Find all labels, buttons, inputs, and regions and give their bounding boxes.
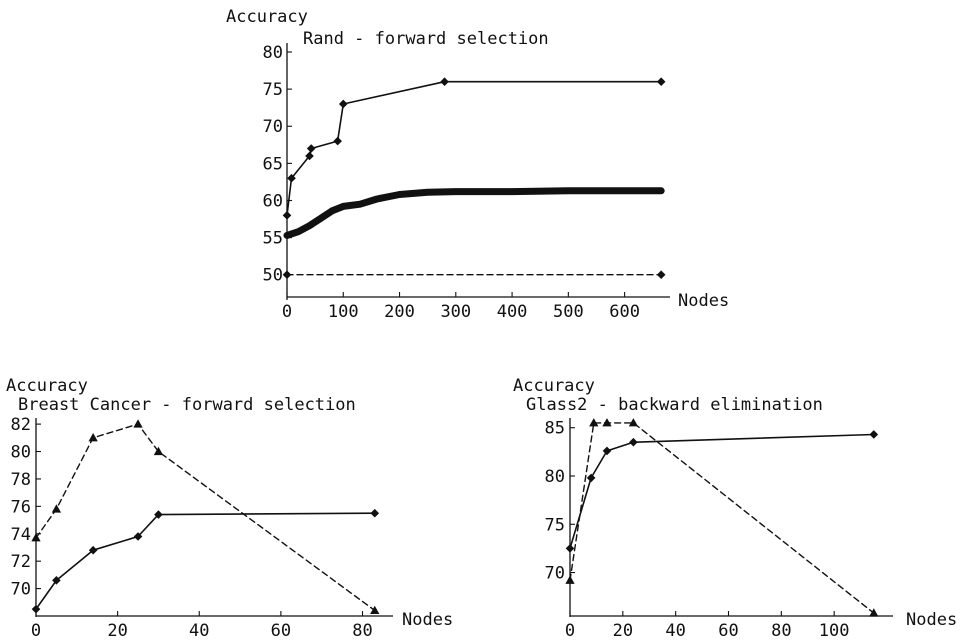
y-tick-label: 50 xyxy=(263,266,283,286)
y-tick-label: 55 xyxy=(263,229,283,249)
y-tick-label: 80 xyxy=(545,467,565,487)
x-tick-label: 60 xyxy=(718,621,738,641)
x-tick-label: 500 xyxy=(553,302,584,322)
x-tick-label: 20 xyxy=(613,621,633,641)
y-tick-label: 70 xyxy=(545,564,565,584)
y-tick-label: 75 xyxy=(545,515,565,535)
chart-axes xyxy=(569,418,893,617)
series-group xyxy=(565,418,879,617)
series-line-dashed xyxy=(569,422,875,614)
y-tick-label: 78 xyxy=(11,470,31,490)
chart-axes xyxy=(35,418,393,617)
data-point-marker xyxy=(306,144,316,153)
chart-breast-cancer-forward-selection: Accuracy Breast Cancer - forward selecti… xyxy=(6,376,453,641)
series-line-dashed xyxy=(35,423,376,612)
data-point-marker xyxy=(565,544,575,553)
data-point-marker xyxy=(602,418,612,427)
data-point-marker xyxy=(440,77,449,87)
y-tick-label: 65 xyxy=(263,154,283,174)
data-point-marker xyxy=(52,576,61,585)
tick-group: 0 20 40 60 80 70 72 74 76 78 80 82 xyxy=(11,415,373,641)
data-point-marker xyxy=(133,419,143,428)
data-point-marker xyxy=(656,270,666,280)
y-axis-title: Accuracy xyxy=(513,376,595,396)
data-point-marker xyxy=(869,430,879,439)
x-axis-title: Nodes xyxy=(402,610,453,630)
x-tick-label: 100 xyxy=(328,302,359,322)
y-tick-label: 76 xyxy=(11,497,31,517)
x-tick-label: 400 xyxy=(497,302,528,322)
series-line-solid xyxy=(286,80,662,217)
data-point-marker xyxy=(88,432,98,442)
data-point-marker xyxy=(282,270,292,280)
data-point-marker xyxy=(589,418,599,427)
data-point-marker xyxy=(869,608,879,617)
x-tick-label: 0 xyxy=(282,302,292,322)
data-point-marker xyxy=(31,604,41,614)
y-tick-label: 80 xyxy=(263,43,283,63)
y-tick-label: 82 xyxy=(11,415,31,435)
data-point-marker xyxy=(333,136,342,146)
y-tick-label: 72 xyxy=(11,552,31,572)
data-point-marker xyxy=(628,418,639,427)
chart-title: Breast Cancer - forward selection xyxy=(18,395,356,415)
x-tick-label: 40 xyxy=(665,621,685,641)
data-point-marker xyxy=(305,151,314,161)
data-point-marker xyxy=(602,446,612,456)
x-axis-title: Nodes xyxy=(678,291,729,311)
data-point-marker xyxy=(51,504,62,513)
chart-glass2-backward-elimination: Accuracy Glass2 - backward elimination N… xyxy=(513,376,957,641)
data-point-marker xyxy=(282,211,292,220)
tick-group: 0 100 200 300 400 500 600 50 55 60 65 70 75 80 xyxy=(263,43,640,322)
y-tick-label: 75 xyxy=(263,80,283,100)
data-point-marker xyxy=(154,510,163,519)
y-axis-title: Accuracy xyxy=(226,7,308,27)
chart-title: Glass2 - backward elimination xyxy=(526,395,823,415)
data-point-marker xyxy=(88,545,98,555)
chart-title: Rand - forward selection xyxy=(303,29,549,49)
chart-rand-forward-selection: Accuracy Rand - forward selection Nodes … xyxy=(226,7,729,322)
x-tick-label: 200 xyxy=(384,302,415,322)
y-axis-title: Accuracy xyxy=(6,376,88,396)
y-tick-label: 74 xyxy=(11,525,31,545)
data-point-marker xyxy=(370,605,380,615)
y-tick-label: 70 xyxy=(263,117,283,137)
series-line-thick xyxy=(283,187,665,239)
data-point-marker xyxy=(31,533,41,542)
y-tick-label: 70 xyxy=(11,580,31,600)
data-point-marker xyxy=(629,437,638,447)
x-tick-label: 100 xyxy=(819,621,850,641)
x-tick-label: 40 xyxy=(189,621,209,641)
x-tick-label: 20 xyxy=(107,621,127,641)
series-line-solid xyxy=(569,433,875,550)
data-point-marker xyxy=(338,99,348,109)
chart-axes xyxy=(286,43,670,300)
data-point-marker xyxy=(370,508,380,518)
y-tick-label: 85 xyxy=(545,419,565,439)
data-point-marker xyxy=(133,532,143,541)
data-point-marker xyxy=(565,575,575,584)
data-point-marker xyxy=(287,173,296,183)
data-point-marker xyxy=(153,446,164,456)
x-tick-label: 80 xyxy=(352,621,372,641)
series-line-solid xyxy=(35,512,376,610)
x-tick-label: 0 xyxy=(565,621,575,641)
series-group xyxy=(282,77,666,280)
x-axis-title: Nodes xyxy=(906,610,957,630)
y-tick-label: 60 xyxy=(263,191,283,211)
data-point-marker xyxy=(656,77,666,87)
data-point-marker xyxy=(586,473,596,483)
x-tick-label: 80 xyxy=(771,621,791,641)
x-tick-label: 600 xyxy=(609,302,640,322)
y-tick-label: 80 xyxy=(11,443,31,463)
x-tick-label: 0 xyxy=(31,621,41,641)
x-tick-label: 60 xyxy=(271,621,291,641)
tick-group: 0 20 40 60 80 100 70 75 80 85 xyxy=(545,419,850,641)
series-group xyxy=(31,419,380,615)
x-tick-label: 300 xyxy=(440,302,471,322)
